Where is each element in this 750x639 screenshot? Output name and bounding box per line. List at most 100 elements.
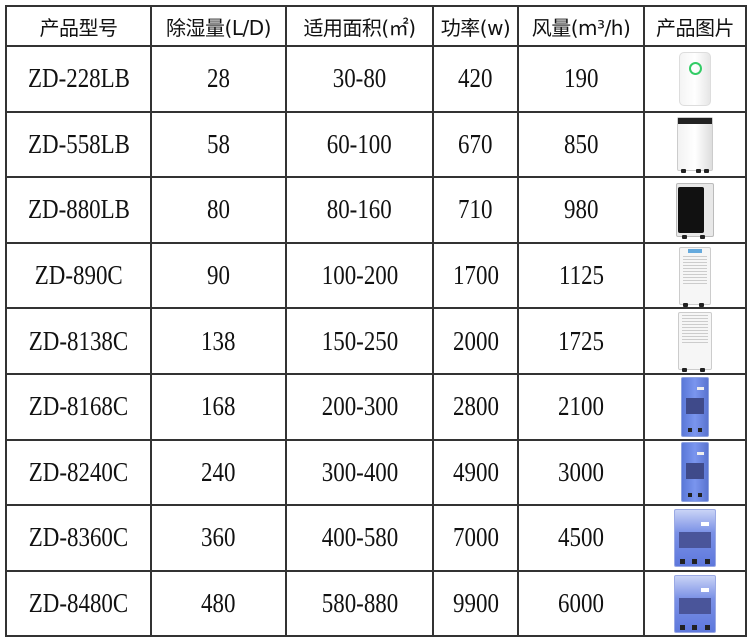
capacity-value: 168 bbox=[201, 391, 236, 422]
cell-model: ZD-558LB bbox=[5, 110, 152, 179]
cell-capacity: 168 bbox=[150, 372, 287, 441]
capacity-value: 480 bbox=[201, 588, 236, 619]
cell-power: 4900 bbox=[432, 438, 519, 507]
capacity-value: 360 bbox=[201, 522, 236, 553]
table-row: ZD-8168C 168 200-300 2800 2100 bbox=[5, 372, 747, 441]
power-value: 4900 bbox=[452, 456, 499, 487]
cell-area: 80-160 bbox=[285, 176, 434, 244]
cell-airflow: 1125 bbox=[517, 241, 645, 310]
cell-capacity: 138 bbox=[150, 307, 287, 375]
model-value: ZD-8168C bbox=[28, 391, 129, 422]
cell-power: 7000 bbox=[432, 504, 519, 572]
cell-model: ZD-8480C bbox=[5, 569, 152, 638]
product-image bbox=[676, 182, 714, 239]
cell-image bbox=[643, 569, 747, 638]
cell-capacity: 28 bbox=[150, 45, 287, 113]
area-value: 60-100 bbox=[326, 128, 393, 159]
capacity-value: 138 bbox=[201, 325, 236, 356]
table-row: ZD-8360C 360 400-580 7000 4500 bbox=[5, 504, 747, 572]
cell-model: ZD-8240C bbox=[5, 438, 152, 507]
airflow-value: 980 bbox=[563, 194, 599, 225]
cell-model: ZD-8360C bbox=[5, 504, 152, 572]
product-image bbox=[681, 376, 709, 437]
cell-model: ZD-880LB bbox=[5, 176, 152, 244]
model-value: ZD-8480C bbox=[28, 588, 129, 619]
cell-capacity: 90 bbox=[150, 241, 287, 310]
cell-capacity: 480 bbox=[150, 569, 287, 638]
area-value: 580-880 bbox=[321, 588, 398, 619]
capacity-value: 58 bbox=[207, 128, 230, 159]
table-row: ZD-228LB 28 30-80 420 190 bbox=[5, 45, 747, 113]
cell-capacity: 80 bbox=[150, 176, 287, 244]
power-value: 7000 bbox=[452, 522, 499, 553]
area-value: 150-250 bbox=[321, 325, 398, 356]
power-value: 9900 bbox=[452, 588, 499, 619]
table-row: ZD-8240C 240 300-400 4900 3000 bbox=[5, 438, 747, 507]
power-value: 1700 bbox=[452, 260, 499, 291]
model-value: ZD-890C bbox=[34, 260, 123, 291]
table-row: ZD-890C 90 100-200 1700 1125 bbox=[5, 241, 747, 310]
cell-model: ZD-228LB bbox=[5, 45, 152, 113]
cell-image bbox=[643, 372, 747, 441]
airflow-value: 850 bbox=[563, 128, 599, 159]
model-value: ZD-558LB bbox=[27, 128, 130, 159]
cell-model: ZD-8138C bbox=[5, 307, 152, 375]
area-value: 200-300 bbox=[321, 391, 398, 422]
table-row: ZD-880LB 80 80-160 710 980 bbox=[5, 176, 747, 244]
cell-image bbox=[643, 110, 747, 179]
product-image bbox=[678, 312, 712, 373]
power-value: 420 bbox=[458, 63, 493, 94]
cell-image bbox=[643, 45, 747, 113]
cell-model: ZD-890C bbox=[5, 241, 152, 310]
power-value: 670 bbox=[458, 128, 493, 159]
airflow-value: 1125 bbox=[558, 260, 604, 291]
airflow-value: 1725 bbox=[558, 325, 604, 356]
cell-area: 580-880 bbox=[285, 569, 434, 638]
model-value: ZD-880LB bbox=[27, 194, 130, 225]
cell-airflow: 4500 bbox=[517, 504, 645, 572]
area-value: 80-160 bbox=[326, 194, 393, 225]
area-value: 400-580 bbox=[321, 522, 398, 553]
model-value: ZD-228LB bbox=[27, 63, 130, 94]
cell-area: 150-250 bbox=[285, 307, 434, 375]
model-value: ZD-8138C bbox=[28, 325, 129, 356]
model-value: ZD-8240C bbox=[28, 456, 129, 487]
cell-model: ZD-8168C bbox=[5, 372, 152, 441]
capacity-value: 28 bbox=[207, 63, 230, 94]
cell-capacity: 58 bbox=[150, 110, 287, 179]
product-image bbox=[674, 508, 716, 567]
cell-capacity: 240 bbox=[150, 438, 287, 507]
cell-area: 100-200 bbox=[285, 241, 434, 310]
area-value: 300-400 bbox=[321, 456, 398, 487]
product-image bbox=[679, 246, 711, 307]
cell-image bbox=[643, 438, 747, 507]
cell-image bbox=[643, 307, 747, 375]
power-value: 710 bbox=[458, 194, 493, 225]
cell-power: 710 bbox=[432, 176, 519, 244]
airflow-value: 2100 bbox=[558, 391, 604, 422]
power-value: 2800 bbox=[452, 391, 499, 422]
area-value: 100-200 bbox=[321, 260, 398, 291]
cell-power: 1700 bbox=[432, 241, 519, 310]
cell-power: 9900 bbox=[432, 569, 519, 638]
cell-area: 200-300 bbox=[285, 372, 434, 441]
product-image bbox=[677, 117, 713, 174]
header-image: 产品图片 bbox=[643, 5, 747, 47]
airflow-value: 6000 bbox=[558, 588, 604, 619]
header-row: 产品型号 除湿量(L/D) 适用面积(㎡) 功率(w) 风量(m³/h) 产品图片 bbox=[5, 5, 747, 47]
cell-airflow: 1725 bbox=[517, 307, 645, 375]
power-value: 2000 bbox=[452, 325, 499, 356]
area-value: 30-80 bbox=[332, 63, 387, 94]
cell-image bbox=[643, 504, 747, 572]
cell-power: 670 bbox=[432, 110, 519, 179]
cell-area: 30-80 bbox=[285, 45, 434, 113]
header-power: 功率(w) bbox=[432, 5, 519, 47]
cell-airflow: 980 bbox=[517, 176, 645, 244]
cell-image bbox=[643, 176, 747, 244]
airflow-value: 4500 bbox=[558, 522, 604, 553]
cell-power: 420 bbox=[432, 45, 519, 113]
product-image bbox=[679, 51, 711, 106]
table-row: ZD-8480C 480 580-880 9900 6000 bbox=[5, 569, 747, 638]
table-row: ZD-8138C 138 150-250 2000 1725 bbox=[5, 307, 747, 375]
airflow-value: 190 bbox=[563, 63, 599, 94]
